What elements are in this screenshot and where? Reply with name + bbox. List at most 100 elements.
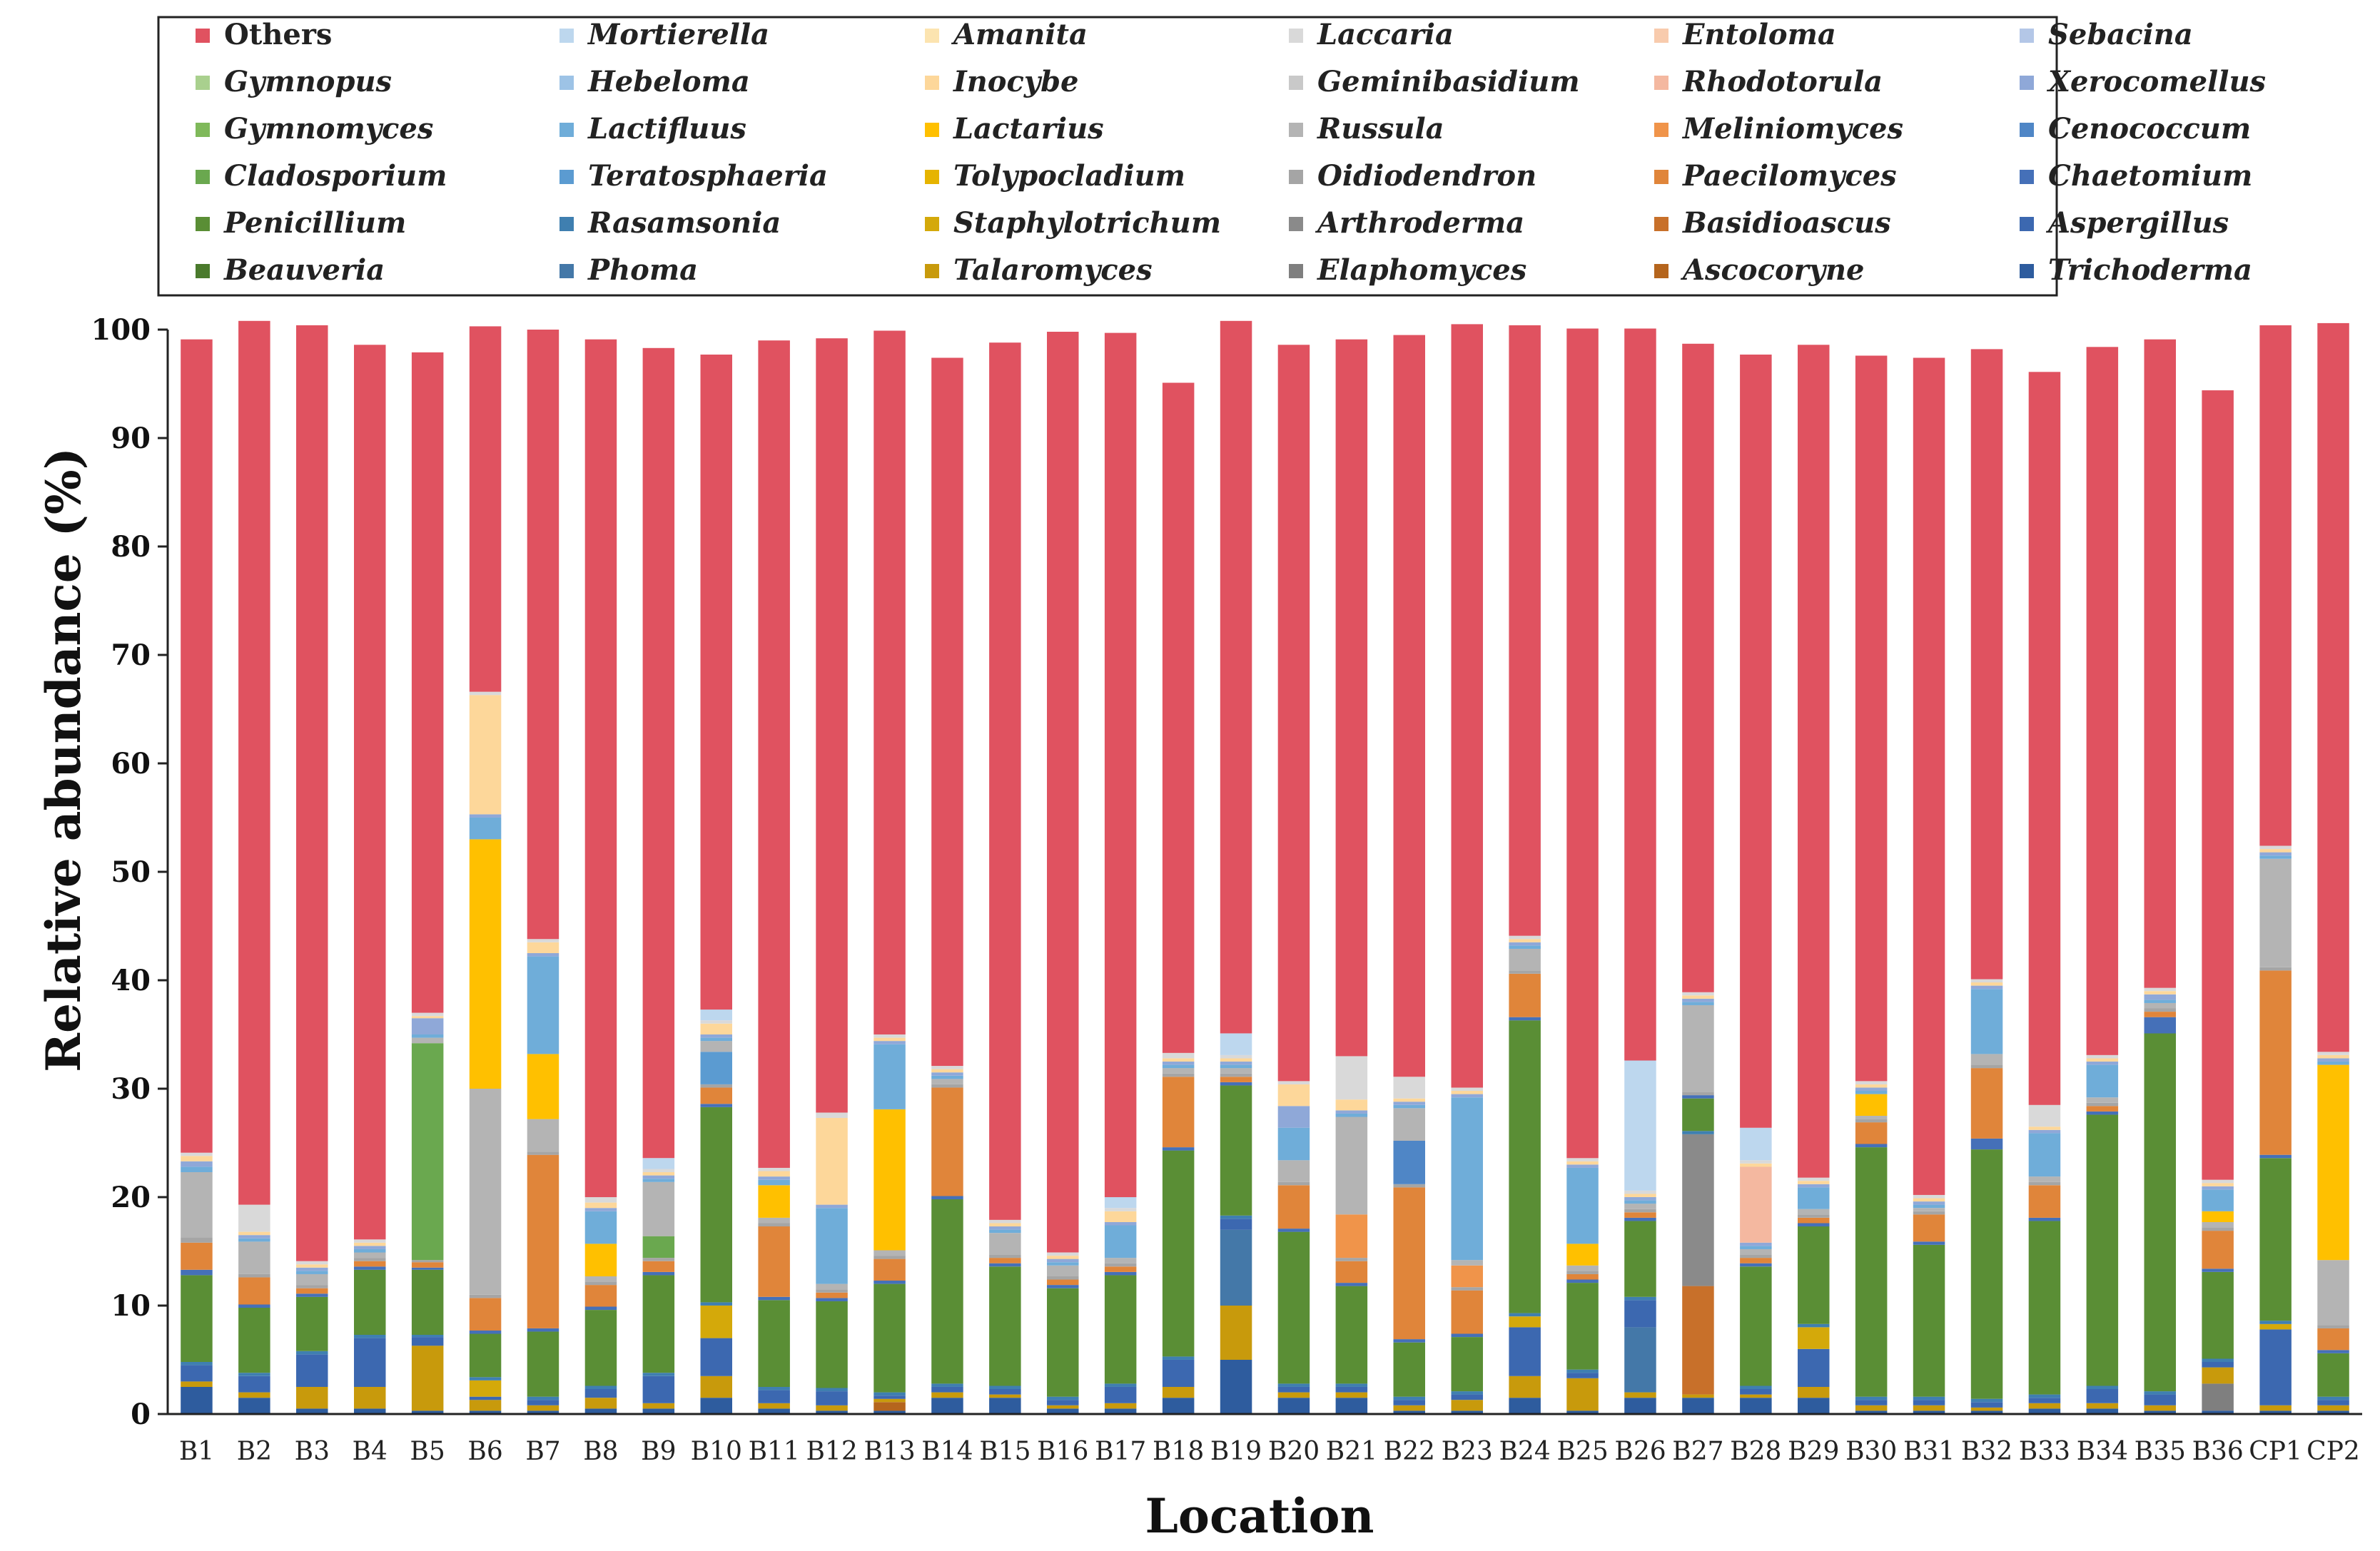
bar-segment-B28-rhodotorula	[1740, 1166, 1772, 1243]
legend-swatch-gymnomyces	[196, 123, 210, 137]
bar-segment-B19-paecilomyces	[1220, 1077, 1252, 1082]
bar-segment-B13-lactifluus	[873, 1044, 906, 1109]
bar-segment-B33-aspergillus	[2028, 1398, 2061, 1403]
bar-segment-B24-paecilomyces	[1509, 973, 1541, 1017]
bar-segment-B10-laccaria	[700, 1020, 732, 1024]
bar-segment-B36-trichoderma	[2202, 1410, 2234, 1414]
bar-segment-B15-penicillium	[989, 1266, 1021, 1386]
bar-segment-B1-lactifluus	[181, 1166, 213, 1172]
bar-segment-B12-penicillium	[816, 1301, 848, 1388]
legend-swatch-basidioascus	[1654, 217, 1668, 231]
bar-segment-B35-penicillium	[2144, 1033, 2176, 1392]
y-tick-label: 20	[111, 1181, 151, 1214]
bar-segment-B32-inocybe	[1970, 982, 2003, 986]
bar-segment-B2-chaetomium	[238, 1304, 270, 1308]
bar-segment-B25-laccaria	[1566, 1158, 1599, 1161]
bar-segment-B36-aspergillus	[2202, 1362, 2234, 1368]
bar-segment-B19-aspergillus	[1220, 1219, 1252, 1230]
bar-segment-B16-penicillium	[1047, 1288, 1079, 1397]
bar-segment-B25-lactifluus	[1566, 1168, 1599, 1244]
bar-segment-B1-xerocomellus	[181, 1161, 213, 1167]
legend-label: Mortierella	[587, 18, 769, 51]
legend-swatch-beauveria	[196, 264, 210, 278]
bar-segment-B26-phoma	[1624, 1327, 1656, 1393]
bar-segment-B28-mortierella	[1740, 1127, 1772, 1161]
bar-segment-B34-penicillium	[2086, 1114, 2119, 1386]
x-axis-title: Location	[1145, 1488, 1374, 1544]
legend-label: Lactifluus	[587, 112, 746, 146]
bar-segment-B35-others	[2144, 339, 2176, 988]
bar-segment-B9-others	[642, 347, 675, 1159]
legend-label: Chaetomium	[2048, 159, 2252, 193]
legend-label: Russula	[1317, 112, 1444, 146]
bar-segment-B14-talaromyces	[931, 1392, 963, 1398]
bar-segment-B18-lactifluus	[1162, 1064, 1195, 1069]
x-tick-label: B6	[467, 1437, 502, 1466]
legend-label: Hebeloma	[587, 65, 750, 98]
bar-segment-CP2-chaetomium	[2317, 1350, 2349, 1353]
bar-segment-B33-inocybe	[2028, 1127, 2061, 1130]
bar-segment-B16-rasamsonia	[1047, 1396, 1079, 1400]
bar-segment-B19-inocybe	[1220, 1058, 1252, 1062]
bar-segment-B11-rasamsonia	[758, 1387, 790, 1390]
bar-segment-B2-laccaria	[238, 1204, 270, 1232]
legend-label: Meliniomyces	[1681, 112, 1903, 146]
bar-segment-B1-laccaria	[181, 1152, 213, 1156]
x-tick-label: B29	[1788, 1437, 1839, 1466]
bar-segment-B35-laccaria	[2144, 987, 2176, 992]
bar-segment-B8-rasamsonia	[584, 1385, 617, 1390]
bar-segment-B20-lactifluus	[1277, 1127, 1310, 1161]
bar-segment-B27-others	[1682, 343, 1714, 992]
bar-segment-B31-inocybe	[1913, 1198, 1945, 1202]
bar-segment-B32-laccaria	[1970, 979, 2003, 983]
bar-segment-B8-chaetomium	[584, 1306, 617, 1311]
bar-segment-B2-russula	[238, 1241, 270, 1274]
bar-segment-B21-meliniomyces	[1335, 1214, 1368, 1258]
bar-segment-B25-penicillium	[1566, 1283, 1599, 1370]
bar-segment-B26-talaromyces	[1624, 1392, 1656, 1398]
bar-segment-B29-talaromyces	[1798, 1387, 1830, 1398]
bar-segment-B19-xerocomellus	[1220, 1062, 1252, 1065]
bar-segment-B4-others	[354, 345, 386, 1240]
y-tick-label: 60	[111, 747, 151, 780]
legend-label: Teratosphaeria	[588, 159, 828, 193]
bar-segment-B17-oidiodendron	[1104, 1263, 1137, 1267]
legend-swatch-elaphomyces	[1289, 264, 1303, 278]
bar-segment-B34-paecilomyces	[2086, 1106, 2119, 1112]
bar-segment-B3-penicillium	[296, 1296, 328, 1351]
legend-label: Gymnomyces	[224, 112, 433, 146]
bar-segment-B2-talaromyces	[238, 1392, 270, 1398]
bar-segment-B20-rasamsonia	[1277, 1383, 1310, 1387]
bar-segment-B30-inocybe	[1855, 1084, 1888, 1088]
bar-segment-B5-chaetomium	[411, 1267, 444, 1270]
x-tick-label: CP2	[2306, 1437, 2360, 1466]
bar-segment-B29-trichoderma	[1798, 1398, 1830, 1414]
bar-segment-B3-lactifluus	[296, 1271, 328, 1274]
bar-segment-B15-inocybe	[989, 1223, 1021, 1227]
bar-segment-CP2-talaromyces	[2317, 1405, 2349, 1411]
bar-segment-B11-inocybe	[758, 1171, 790, 1177]
x-tick-label: B26	[1614, 1437, 1666, 1466]
bar-segment-CP2-penicillium	[2317, 1353, 2349, 1397]
bar-segment-B26-aspergillus	[1624, 1300, 1656, 1328]
legend-swatch-cladosporium	[196, 170, 210, 184]
bar-segment-B11-xerocomellus	[758, 1176, 790, 1180]
bar-segment-B29-oidiodendron	[1798, 1214, 1830, 1218]
bar-segment-B28-oidiodendron	[1740, 1254, 1772, 1258]
bar-segment-B36-chaetomium	[2202, 1268, 2234, 1272]
bar-segment-B31-laccaria	[1913, 1195, 1945, 1199]
bar-segment-B18-rasamsonia	[1162, 1356, 1195, 1360]
bar-segment-B22-others	[1393, 335, 1425, 1077]
x-tick-label: B16	[1037, 1437, 1088, 1466]
bar-segment-CP2-trichoderma	[2317, 1410, 2349, 1414]
bar-segment-CP1-xerocomellus	[2259, 852, 2292, 856]
bar-segment-B31-chaetomium	[1913, 1241, 1945, 1245]
bar-segment-B14-trichoderma	[931, 1398, 963, 1414]
x-tick-label: B28	[1730, 1437, 1781, 1466]
bar-segment-B33-penicillium	[2028, 1221, 2061, 1395]
bar-segment-B8-aspergillus	[584, 1389, 617, 1398]
y-tick-label: 0	[131, 1398, 151, 1431]
bar-segment-B25-inocybe	[1566, 1161, 1599, 1165]
bar-segment-B33-trichoderma	[2028, 1408, 2061, 1414]
